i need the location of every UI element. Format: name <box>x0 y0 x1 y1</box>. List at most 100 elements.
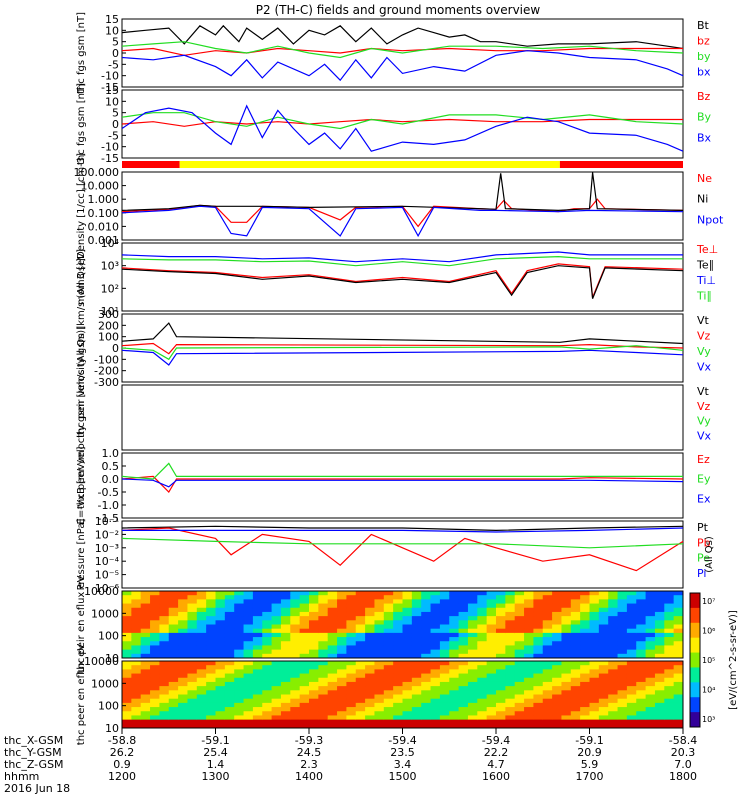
y-tick-label: -10 <box>101 70 119 83</box>
heatmap-cell <box>262 690 273 695</box>
heatmap-cell <box>458 616 469 621</box>
heatmap-cell <box>421 694 432 700</box>
heatmap-cell <box>589 661 600 666</box>
heatmap-cell <box>421 632 432 638</box>
heatmap-cell <box>411 694 422 700</box>
heatmap-cell <box>458 677 469 683</box>
y-axis-label: mom3 [eV] <box>76 249 87 305</box>
heatmap-cell <box>411 641 422 646</box>
mode-segment <box>559 161 683 168</box>
heatmap-cell <box>159 628 170 634</box>
heatmap-cell <box>561 686 572 691</box>
y-tick-label: -5 <box>108 129 119 142</box>
heatmap-cell <box>486 595 497 600</box>
heatmap-cell <box>402 702 413 708</box>
heatmap-cell <box>402 591 413 596</box>
time-row-value: 1300 <box>202 770 230 783</box>
heatmap-cell <box>673 707 684 712</box>
heatmap-cell <box>505 711 516 716</box>
heatmap-cell <box>215 715 226 721</box>
heatmap-cell <box>411 611 422 617</box>
heatmap-cell <box>430 616 441 621</box>
heatmap-cell <box>664 603 675 609</box>
legend-Ey: Ey <box>697 473 711 486</box>
heatmap-cell <box>365 681 375 687</box>
heatmap-cell <box>402 624 413 630</box>
heatmap-cell <box>626 698 637 704</box>
legend-bx: bx <box>697 66 711 79</box>
heatmap-cell <box>337 611 347 617</box>
heatmap-cell <box>514 637 525 642</box>
heatmap-cell <box>402 620 413 625</box>
heatmap-cell <box>654 616 665 621</box>
heatmap-cell <box>280 649 291 655</box>
heatmap-cell <box>430 649 441 655</box>
heatmap-cell <box>496 669 506 675</box>
heatmap-cell <box>402 641 413 646</box>
heatmap-cell <box>654 591 665 596</box>
heatmap-cell <box>337 723 347 729</box>
heatmap-cell <box>206 723 216 729</box>
heatmap-cell <box>617 603 628 609</box>
heatmap-cell <box>309 649 319 655</box>
heatmap-cell <box>178 607 188 613</box>
heatmap-cell <box>355 653 366 659</box>
heatmap-cell <box>608 616 619 621</box>
heatmap-cell <box>598 669 609 675</box>
heatmap-cell <box>636 637 647 642</box>
heatmap-cell <box>514 616 525 621</box>
heatmap-cell <box>496 599 506 605</box>
heatmap-cell <box>280 603 291 609</box>
heatmap-cell <box>206 611 216 617</box>
y-tick-label: 10³ <box>101 260 119 273</box>
heatmap-cell <box>486 611 497 617</box>
heatmap-cell <box>402 719 413 725</box>
heatmap-cell <box>131 681 142 687</box>
heatmap-cell <box>589 632 600 638</box>
heatmap-cell <box>430 711 441 716</box>
heatmap-cell <box>299 669 310 675</box>
heatmap-cell <box>196 686 207 691</box>
heatmap-cell <box>617 694 628 700</box>
heatmap-cell <box>654 595 665 600</box>
heatmap-cell <box>514 620 525 625</box>
heatmap-cell <box>608 661 619 666</box>
heatmap-cell <box>598 681 609 687</box>
heatmap-cell <box>430 673 441 679</box>
heatmap-cell <box>626 690 637 695</box>
heatmap-cell <box>524 719 534 725</box>
heatmap-cell <box>140 637 151 642</box>
heatmap-cell <box>439 694 450 700</box>
heatmap-cell <box>552 595 562 600</box>
heatmap-cell <box>411 669 422 675</box>
heatmap-cell <box>224 603 235 609</box>
heatmap-cell <box>206 665 216 670</box>
heatmap-cell <box>122 616 132 621</box>
heatmap-cell <box>552 686 562 691</box>
heatmap-cell <box>346 641 357 646</box>
panel-frame <box>121 171 684 241</box>
heatmap-cell <box>458 673 469 679</box>
heatmap-cell <box>122 702 132 708</box>
heatmap-cell <box>365 686 375 691</box>
time-row-value: 24.5 <box>297 746 322 759</box>
heatmap-cell <box>355 591 366 596</box>
heatmap-cell <box>645 694 656 700</box>
heatmap-cell <box>617 653 628 659</box>
heatmap-cell <box>561 702 572 708</box>
heatmap-cell <box>524 628 534 634</box>
heatmap-cell <box>570 698 581 704</box>
heatmap-cell <box>206 702 216 708</box>
heatmap-cell <box>561 611 572 617</box>
heatmap-cell <box>411 620 422 625</box>
heatmap-cell <box>271 669 282 675</box>
legend-Ni: Ni <box>697 193 708 206</box>
heatmap-cell <box>299 694 310 700</box>
heatmap-cell <box>439 661 450 666</box>
heatmap-cell <box>374 698 385 704</box>
heatmap-cell <box>580 711 590 716</box>
heatmap-cell <box>524 677 534 683</box>
heatmap-cell <box>234 624 245 630</box>
heatmap-cell <box>140 690 151 695</box>
heatmap-cell <box>224 624 235 630</box>
